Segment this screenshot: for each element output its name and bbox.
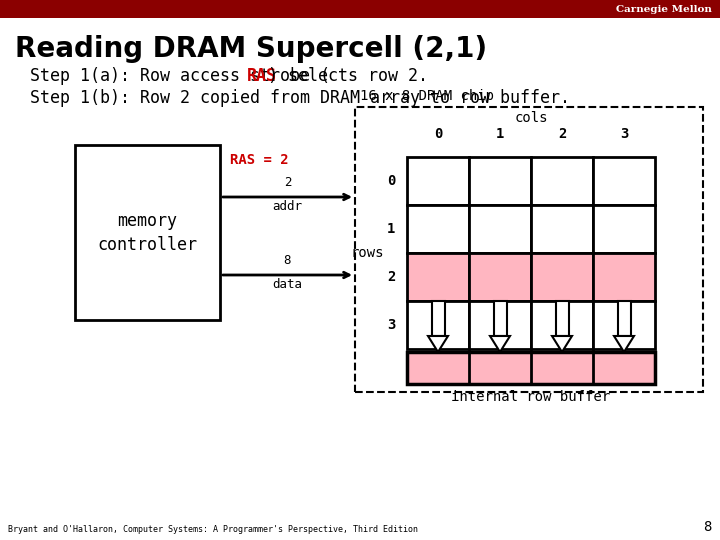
Bar <box>355 107 703 392</box>
Bar <box>469 157 531 205</box>
Text: 2: 2 <box>387 270 395 284</box>
Polygon shape <box>428 336 448 352</box>
Bar <box>431 301 444 336</box>
Text: Step 1(b): Row 2 copied from DRAM array to row buffer.: Step 1(b): Row 2 copied from DRAM array … <box>30 89 570 107</box>
Bar <box>531 157 593 205</box>
Text: 2: 2 <box>558 127 566 141</box>
Bar <box>593 253 655 301</box>
Text: data: data <box>272 278 302 291</box>
Bar <box>593 301 655 349</box>
Bar <box>531 205 593 253</box>
Text: Reading DRAM Supercell (2,1): Reading DRAM Supercell (2,1) <box>15 35 487 63</box>
Bar <box>593 205 655 253</box>
Bar <box>593 157 655 205</box>
Text: 16 x 8 DRAM chip: 16 x 8 DRAM chip <box>360 89 494 103</box>
Bar <box>531 301 593 349</box>
Text: memory: memory <box>117 212 178 230</box>
Bar <box>618 301 631 336</box>
Polygon shape <box>552 336 572 352</box>
Bar <box>531 253 593 301</box>
Bar <box>407 205 469 253</box>
Bar <box>407 301 469 349</box>
Bar <box>469 301 531 349</box>
Text: RAS: RAS <box>246 67 276 85</box>
Text: Bryant and O'Hallaron, Computer Systems: A Programmer's Perspective, Third Editi: Bryant and O'Hallaron, Computer Systems:… <box>8 525 418 534</box>
Text: Step 1(a): Row access strobe (: Step 1(a): Row access strobe ( <box>30 67 330 85</box>
Bar <box>407 253 469 301</box>
Bar <box>75 145 220 320</box>
Polygon shape <box>614 336 634 352</box>
Bar <box>469 205 531 253</box>
Polygon shape <box>490 336 510 352</box>
Text: ) selects row 2.: ) selects row 2. <box>269 67 428 85</box>
Bar <box>407 352 655 384</box>
Text: 3: 3 <box>387 318 395 332</box>
Bar <box>469 253 531 301</box>
Text: 2: 2 <box>284 176 292 189</box>
Text: internal row buffer: internal row buffer <box>451 390 611 404</box>
Bar <box>0 0 720 18</box>
Text: 1: 1 <box>387 222 395 236</box>
Text: rows: rows <box>350 246 384 260</box>
Text: 0: 0 <box>434 127 442 141</box>
Text: 3: 3 <box>620 127 628 141</box>
Text: cols: cols <box>514 111 548 125</box>
Text: RAS = 2: RAS = 2 <box>230 153 289 167</box>
Text: Carnegie Mellon: Carnegie Mellon <box>616 4 712 14</box>
Text: 1: 1 <box>496 127 504 141</box>
Text: addr: addr <box>272 200 302 213</box>
Bar <box>493 301 506 336</box>
Text: 8: 8 <box>284 254 292 267</box>
Bar <box>556 301 569 336</box>
Text: 0: 0 <box>387 174 395 188</box>
Text: 8: 8 <box>703 520 712 534</box>
Text: controller: controller <box>97 235 197 253</box>
Bar <box>407 157 469 205</box>
